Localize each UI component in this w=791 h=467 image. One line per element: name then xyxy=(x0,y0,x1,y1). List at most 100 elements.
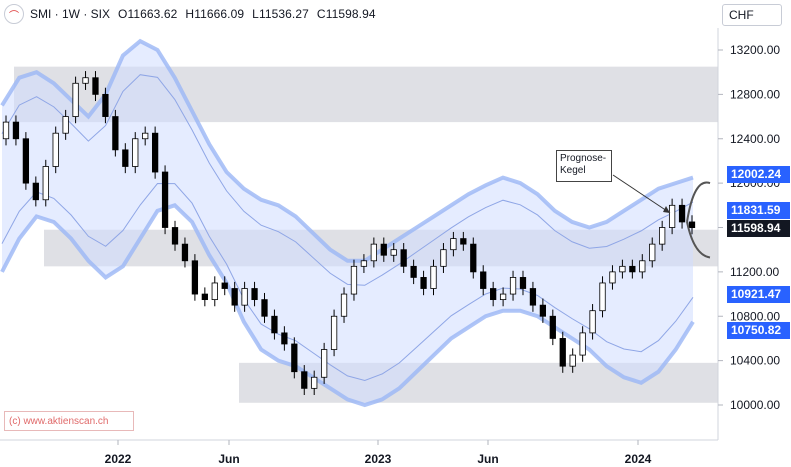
candle-body xyxy=(589,310,596,334)
candle-body xyxy=(380,243,387,256)
channel-upper-line xyxy=(0,38,694,263)
candle-body xyxy=(480,271,487,289)
candle-body xyxy=(32,182,39,201)
candle-body xyxy=(559,338,566,367)
candle-body xyxy=(350,265,358,295)
candle-body xyxy=(400,249,407,267)
candle-body xyxy=(52,132,59,167)
candle-body xyxy=(340,293,348,317)
candle-body xyxy=(321,349,328,378)
candle-body xyxy=(291,343,298,373)
high-label: H xyxy=(185,7,195,21)
symbol-logo-icon[interactable]: ⌒ xyxy=(4,4,24,24)
candle-body xyxy=(490,288,497,301)
y-tick-label: 13200.00 xyxy=(730,43,780,57)
candle-body xyxy=(231,288,238,306)
upper-band-price-label: 12002.24 xyxy=(727,165,790,183)
candle-body xyxy=(92,77,99,95)
x-tick-label: 2023 xyxy=(365,452,392,466)
lower-inner-price-label: 10921.47 xyxy=(727,285,790,303)
candle-body xyxy=(450,238,457,251)
ohlc-open: O11663.62 xyxy=(118,7,177,21)
candle-body xyxy=(440,249,447,267)
candle-body xyxy=(142,132,149,140)
candle-body xyxy=(102,93,109,117)
candle-body xyxy=(360,260,368,267)
candle-body xyxy=(132,138,139,167)
callout-arrowhead xyxy=(663,206,670,213)
candle-body xyxy=(2,121,10,140)
symbol-title[interactable]: SMI · 1W · SIX xyxy=(30,7,111,21)
candle-body xyxy=(251,288,258,301)
candle-body xyxy=(151,132,159,173)
candle-body xyxy=(569,354,576,367)
candle-body xyxy=(609,271,616,284)
candle-body xyxy=(430,265,437,289)
high-value: 11666.09 xyxy=(194,7,245,21)
candle-body xyxy=(410,265,417,278)
open-label: O xyxy=(118,7,128,21)
y-tick-label: 10800.00 xyxy=(730,309,780,323)
x-tick-label: 2022 xyxy=(105,452,132,466)
upper-inner-price-label: 11831.59 xyxy=(727,201,790,219)
candle-body xyxy=(549,315,556,339)
candle-body xyxy=(678,204,686,223)
candle-body xyxy=(261,299,268,317)
channel-lower-line xyxy=(0,203,695,408)
candle-body xyxy=(191,260,199,295)
candle-body xyxy=(241,288,248,306)
candle-body xyxy=(112,116,119,151)
candle-body xyxy=(599,282,606,312)
currency-button[interactable]: CHF xyxy=(722,4,782,26)
candle-body xyxy=(72,82,79,117)
candle-body xyxy=(629,265,636,273)
candle-body xyxy=(370,243,377,262)
y-tick-label: 10000.00 xyxy=(730,398,780,412)
ohlc-low: L11536.27 xyxy=(252,7,309,21)
candle-body xyxy=(62,116,69,134)
x-tick-label: Jun xyxy=(477,452,498,466)
y-tick-label: 12400.00 xyxy=(730,132,780,146)
close-value: 11598.94 xyxy=(325,7,376,21)
channel-band xyxy=(2,41,693,405)
candle-body xyxy=(22,138,30,184)
candle-body xyxy=(281,332,288,345)
candle-body xyxy=(619,265,626,273)
y-tick-label: 10400.00 xyxy=(730,354,780,368)
candle-body xyxy=(539,304,547,317)
candle-body xyxy=(211,282,218,301)
x-tick-label: Jun xyxy=(218,452,239,466)
candle-body xyxy=(639,260,646,273)
ohlc-close: C11598.94 xyxy=(317,7,376,21)
x-tick-label: 2024 xyxy=(625,452,652,466)
chart-header: ⌒ SMI · 1W · SIX O11663.62 H11666.09 L11… xyxy=(0,0,384,28)
candle-body xyxy=(470,243,477,273)
candle-body xyxy=(659,227,666,245)
y-tick-label: 12800.00 xyxy=(730,87,780,101)
candle-body xyxy=(301,371,308,389)
candle-body xyxy=(181,243,189,262)
channel-inner-upper-line xyxy=(1,74,694,286)
candle-body xyxy=(420,277,427,289)
low-value: 11536.27 xyxy=(258,7,309,21)
callout-pointer xyxy=(612,174,671,214)
close-label: C xyxy=(316,7,326,21)
open-value: 11663.62 xyxy=(127,7,178,21)
channel-inner-lower-line xyxy=(1,183,694,382)
candle-body xyxy=(201,293,208,301)
lower-band-price-label: 10750.82 xyxy=(727,321,790,339)
forecast-cone-lower xyxy=(686,221,711,259)
candle-body xyxy=(161,171,169,228)
last-price-label: 11598.94 xyxy=(727,219,790,237)
candle-body xyxy=(688,221,696,229)
candle-body xyxy=(311,376,318,389)
candle-body xyxy=(171,227,179,245)
candle-body xyxy=(122,149,129,167)
forecast-cone-upper xyxy=(686,181,711,223)
candle-body xyxy=(82,77,89,84)
candle-body xyxy=(529,288,537,306)
candle-body xyxy=(390,249,397,256)
candle-body xyxy=(649,243,656,262)
candle-body xyxy=(509,277,517,295)
